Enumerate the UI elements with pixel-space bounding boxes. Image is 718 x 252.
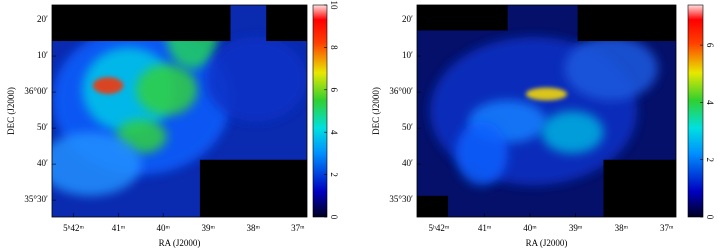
y-tick-label: 35°30′ — [24, 194, 48, 204]
x-tick-label: 39ᵐ — [201, 223, 215, 233]
x-tick-label: 5ʰ42ᵐ — [63, 223, 84, 233]
y-tick-label: 35°30′ — [389, 194, 413, 204]
map-blank — [417, 5, 508, 31]
map-emission — [92, 77, 124, 95]
colorbar-tick-label: 4 — [329, 130, 339, 135]
map-blank — [603, 159, 676, 217]
map-image — [52, 5, 307, 217]
y-tick-label: 40′ — [37, 158, 48, 168]
colorbar-tick-label: 2 — [705, 157, 715, 162]
x-axis-label: RA (J2000) — [159, 238, 201, 248]
map-emission — [564, 36, 658, 101]
x-tick-label: 5ʰ42ᵐ — [428, 223, 449, 233]
map-blank — [52, 5, 231, 42]
colorbar-tick-label: 8 — [329, 45, 339, 50]
y-tick-label: 20′ — [402, 14, 413, 24]
y-tick-label: 36°00′ — [24, 86, 48, 96]
y-tick-label: 40′ — [402, 158, 413, 168]
x-tick-label: 37ᵐ — [291, 223, 305, 233]
x-tick-label: 41ᵐ — [112, 223, 126, 233]
y-tick-label: 10′ — [37, 50, 48, 60]
map-emission — [205, 36, 307, 122]
colorbar — [687, 4, 704, 218]
y-tick-label: 36°00′ — [389, 86, 413, 96]
colorbar-tick-label: 0 — [329, 215, 339, 220]
map-blank — [417, 195, 449, 217]
x-tick-label: 38ᵐ — [246, 223, 260, 233]
colorbar-tick-label: 10 — [329, 1, 339, 11]
colorbar-tick-label: 2 — [329, 172, 339, 177]
colorbar-tick-label: 6 — [705, 43, 715, 48]
x-tick-label: 38ᵐ — [615, 223, 629, 233]
x-tick-label: 37ᵐ — [660, 223, 674, 233]
map-emission — [541, 111, 604, 154]
map-blank — [266, 5, 307, 42]
y-axis-label: DEC (J2000) — [371, 87, 381, 135]
map-blank — [577, 5, 676, 42]
colorbar — [312, 4, 328, 218]
x-axis-label: RA (J2000) — [526, 238, 568, 248]
map-blank — [199, 159, 307, 217]
colorbar-tick-label: 4 — [705, 100, 715, 105]
plot-frame — [51, 4, 308, 218]
map-image — [417, 5, 676, 217]
map-emission — [52, 132, 142, 196]
y-tick-label: 50′ — [402, 122, 413, 132]
colorbar-tick-label: 0 — [705, 215, 715, 220]
x-tick-label: 41ᵐ — [478, 223, 492, 233]
x-tick-label: 39ᵐ — [569, 223, 583, 233]
plot-frame — [416, 4, 677, 218]
x-tick-label: 40ᵐ — [157, 223, 171, 233]
map-emission — [455, 121, 508, 186]
map-emission — [525, 87, 568, 101]
y-tick-label: 20′ — [37, 14, 48, 24]
y-tick-label: 50′ — [37, 122, 48, 132]
y-axis-label: DEC (J2000) — [6, 87, 16, 135]
y-tick-label: 10′ — [402, 50, 413, 60]
map-emission — [136, 64, 198, 116]
colorbar-tick-label: 6 — [329, 88, 339, 93]
x-tick-label: 40ᵐ — [523, 223, 537, 233]
